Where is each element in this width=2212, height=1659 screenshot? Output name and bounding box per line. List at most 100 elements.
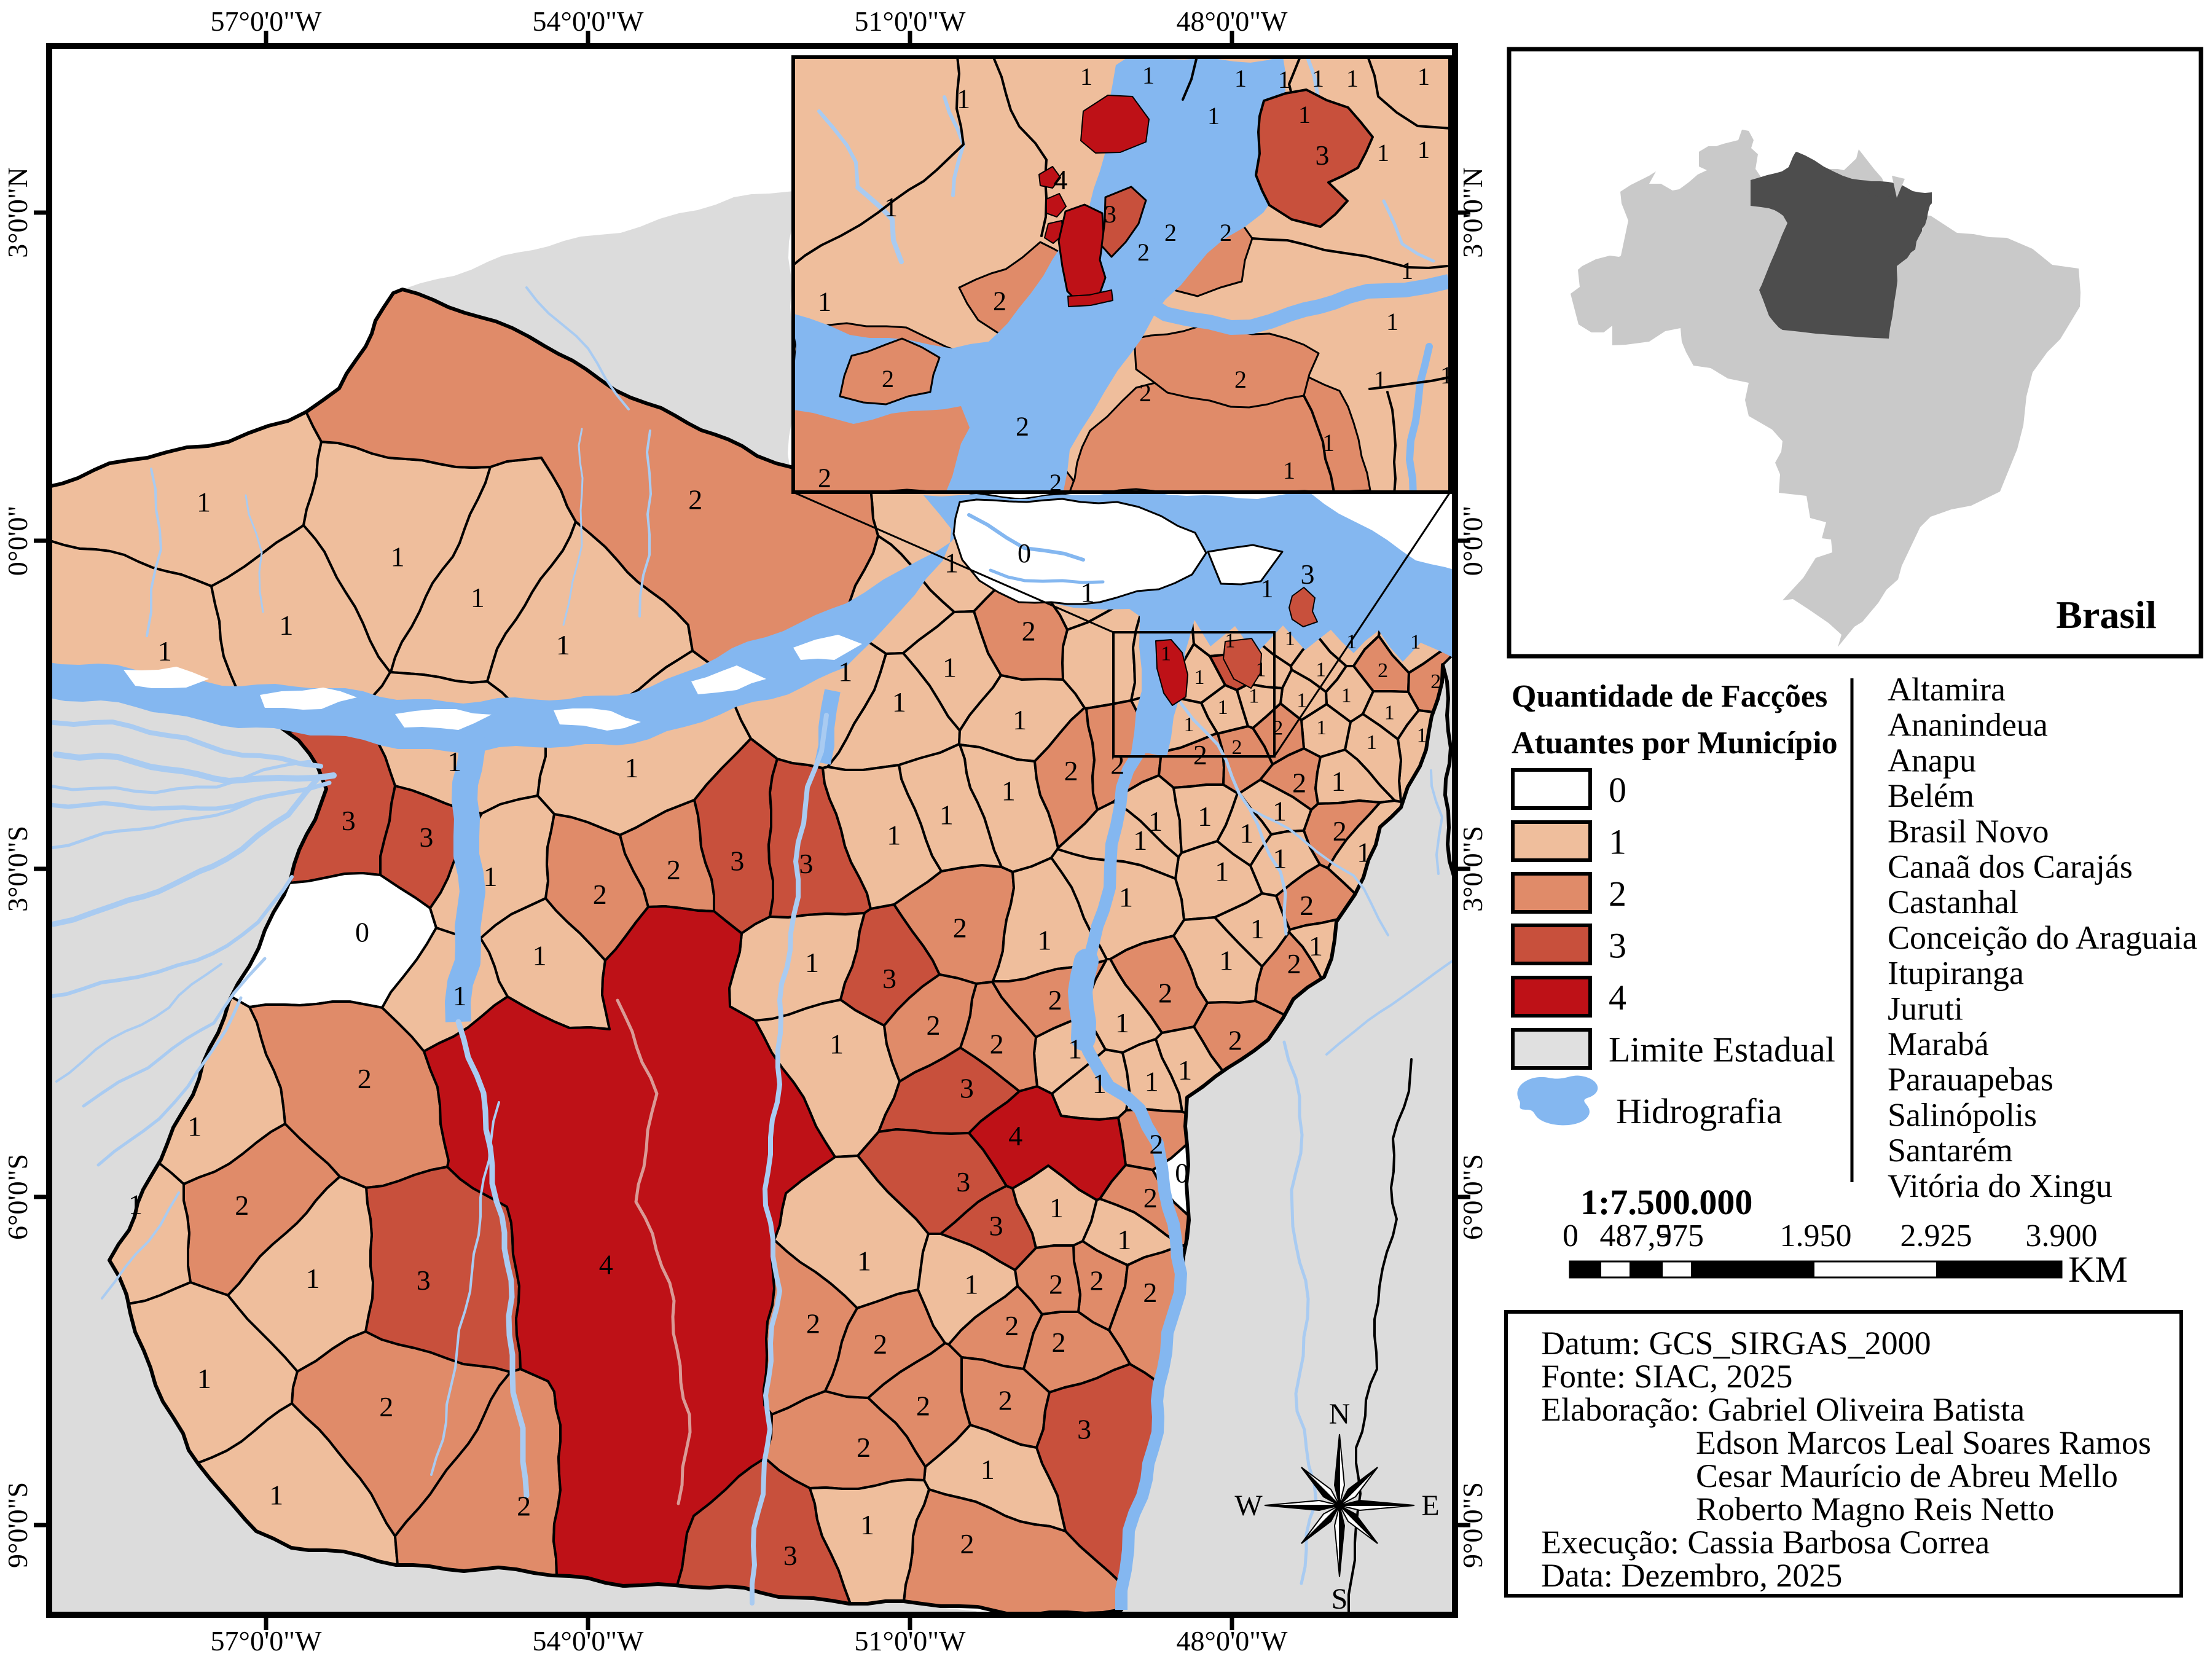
svg-text:1: 1 <box>533 940 547 971</box>
svg-text:1: 1 <box>1261 575 1274 603</box>
svg-text:2: 2 <box>1333 815 1347 847</box>
svg-text:1: 1 <box>1117 1224 1131 1255</box>
svg-text:1: 1 <box>981 1454 995 1485</box>
svg-text:Conceição do Araguaia: Conceição do Araguaia <box>1888 919 2197 956</box>
svg-text:Altamira: Altamira <box>1888 671 2006 708</box>
svg-text:2: 2 <box>688 484 702 515</box>
svg-text:1: 1 <box>1316 659 1326 681</box>
svg-text:2: 2 <box>1232 736 1242 759</box>
svg-text:1: 1 <box>1273 843 1287 874</box>
svg-text:1: 1 <box>279 610 293 641</box>
svg-text:2: 2 <box>1609 874 1626 914</box>
svg-text:3: 3 <box>1609 926 1626 966</box>
svg-text:Cesar Maurício de Abreu Mello: Cesar Maurício de Abreu Mello <box>1696 1457 2118 1494</box>
svg-text:2: 2 <box>993 286 1006 316</box>
svg-text:1: 1 <box>957 84 970 114</box>
svg-text:6°0'0"S: 6°0'0"S <box>1457 1154 1488 1240</box>
svg-text:1: 1 <box>1037 925 1051 956</box>
svg-text:Castanhal: Castanhal <box>1888 884 2018 920</box>
svg-text:1: 1 <box>943 652 957 683</box>
svg-text:1: 1 <box>805 947 819 978</box>
svg-text:1: 1 <box>447 746 461 777</box>
svg-text:2: 2 <box>1300 890 1314 921</box>
svg-text:1: 1 <box>944 547 959 578</box>
svg-text:2: 2 <box>1016 411 1029 441</box>
svg-text:1: 1 <box>197 1363 211 1394</box>
svg-text:Anapu: Anapu <box>1888 742 1976 779</box>
svg-text:1: 1 <box>818 286 831 316</box>
svg-text:3: 3 <box>960 1072 974 1104</box>
svg-text:1: 1 <box>128 1188 143 1220</box>
svg-text:3°0'0"S: 3°0'0"S <box>2 826 33 912</box>
svg-text:1: 1 <box>1283 457 1295 484</box>
svg-text:1: 1 <box>1225 629 1235 652</box>
svg-text:2: 2 <box>1193 739 1207 771</box>
svg-text:1: 1 <box>1309 930 1323 962</box>
svg-text:2: 2 <box>1005 1310 1019 1341</box>
svg-text:Itupiranga: Itupiranga <box>1888 955 2024 992</box>
svg-text:1: 1 <box>1341 684 1352 707</box>
svg-text:54°0'0"W: 54°0'0"W <box>533 1625 644 1657</box>
svg-text:2: 2 <box>1022 616 1036 647</box>
svg-text:1: 1 <box>1377 139 1389 167</box>
svg-text:1: 1 <box>1049 1192 1064 1223</box>
svg-text:2: 2 <box>1049 1268 1063 1300</box>
svg-text:2: 2 <box>1143 1182 1158 1214</box>
svg-text:1: 1 <box>197 487 211 518</box>
svg-text:3: 3 <box>1301 559 1315 590</box>
svg-text:0: 0 <box>1563 1218 1579 1253</box>
svg-text:1: 1 <box>1285 627 1295 650</box>
svg-text:1: 1 <box>884 192 898 222</box>
svg-text:1: 1 <box>305 1263 320 1294</box>
svg-text:1: 1 <box>830 1029 844 1060</box>
svg-text:3.900: 3.900 <box>2026 1218 2098 1253</box>
svg-text:4: 4 <box>1609 978 1626 1018</box>
svg-text:1: 1 <box>964 1268 978 1300</box>
svg-text:1: 1 <box>1115 1007 1129 1038</box>
svg-text:W: W <box>1234 1489 1263 1522</box>
svg-text:E: E <box>1421 1489 1439 1522</box>
svg-text:0: 0 <box>1175 1158 1189 1189</box>
svg-text:2: 2 <box>1287 948 1301 979</box>
svg-text:1: 1 <box>1440 361 1453 389</box>
svg-text:1: 1 <box>269 1479 283 1510</box>
svg-text:2: 2 <box>1292 767 1306 799</box>
svg-text:1: 1 <box>1080 576 1094 608</box>
svg-text:Hidrografia: Hidrografia <box>1616 1091 1783 1131</box>
svg-text:2: 2 <box>1158 977 1172 1008</box>
svg-text:51°0'0"W: 51°0'0"W <box>855 1625 966 1657</box>
svg-text:1: 1 <box>887 820 901 851</box>
svg-text:1: 1 <box>1234 65 1247 92</box>
svg-text:1: 1 <box>158 635 172 667</box>
svg-text:1: 1 <box>1240 818 1254 849</box>
svg-text:1: 1 <box>1002 775 1016 806</box>
svg-text:Vitória do Xingu: Vitória do Xingu <box>1888 1167 2112 1204</box>
svg-text:Brasil Novo: Brasil Novo <box>1888 813 2049 850</box>
svg-text:2.925: 2.925 <box>1900 1218 1972 1253</box>
svg-text:2: 2 <box>818 463 831 493</box>
svg-text:1: 1 <box>939 799 954 831</box>
svg-text:Marabá: Marabá <box>1888 1026 1989 1062</box>
svg-text:1: 1 <box>391 541 405 572</box>
svg-text:1: 1 <box>1298 101 1311 128</box>
svg-text:1: 1 <box>1357 836 1371 868</box>
svg-text:1: 1 <box>1184 713 1194 736</box>
svg-text:3: 3 <box>989 1210 1003 1242</box>
svg-text:1: 1 <box>1255 658 1266 681</box>
svg-text:2: 2 <box>953 912 967 943</box>
svg-text:1: 1 <box>1316 716 1327 739</box>
svg-text:0: 0 <box>1609 770 1626 810</box>
svg-text:2: 2 <box>857 1432 871 1463</box>
svg-text:Atuantes por Município: Atuantes por Município <box>1512 726 1838 761</box>
svg-text:Belém: Belém <box>1888 777 1974 814</box>
svg-text:1: 1 <box>1080 63 1092 90</box>
svg-text:Santarém: Santarém <box>1888 1132 2013 1169</box>
svg-text:Execução: Cassia Barbosa Corre: Execução: Cassia Barbosa Correa <box>1541 1524 1990 1561</box>
svg-text:0: 0 <box>355 917 369 948</box>
svg-text:Brasil: Brasil <box>2056 593 2157 637</box>
svg-text:2: 2 <box>1228 1025 1242 1056</box>
svg-text:Datum: GCS_SIRGAS_2000: Datum: GCS_SIRGAS_2000 <box>1541 1325 1931 1362</box>
svg-text:1: 1 <box>1418 136 1430 163</box>
svg-text:2: 2 <box>1143 1277 1157 1308</box>
svg-text:3°0'0"N: 3°0'0"N <box>2 167 33 258</box>
